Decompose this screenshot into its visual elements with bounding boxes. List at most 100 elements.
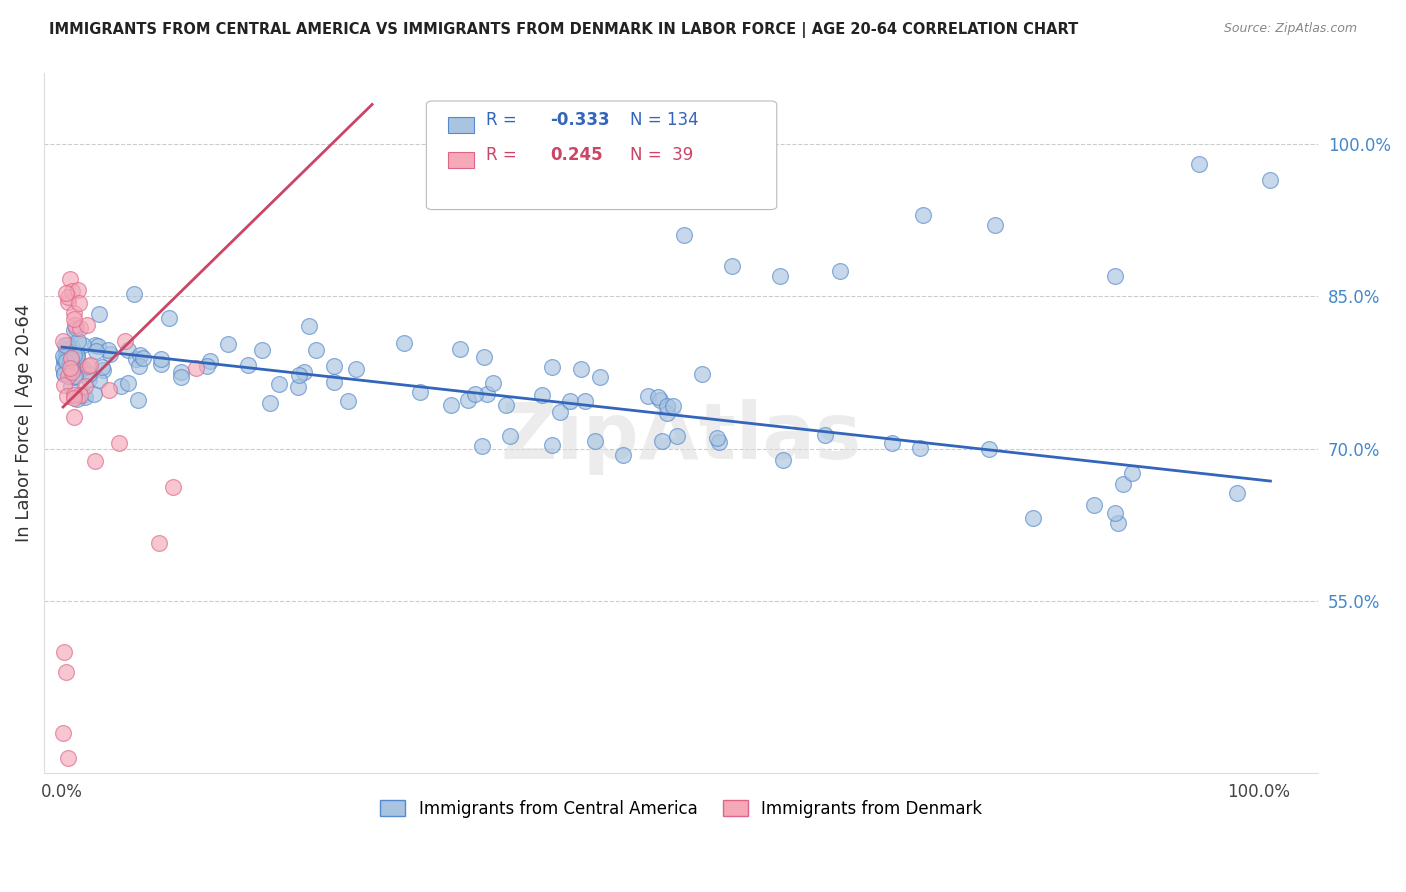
Point xyxy=(55,353,77,368)
Point xyxy=(472,350,495,364)
Point xyxy=(128,348,150,362)
Point xyxy=(651,434,673,448)
Point xyxy=(217,337,239,351)
Point xyxy=(1112,476,1135,491)
Text: Source: ZipAtlas.com: Source: ZipAtlas.com xyxy=(1223,22,1357,36)
Point xyxy=(59,357,82,371)
Point xyxy=(52,726,75,740)
Point xyxy=(574,393,596,408)
Point xyxy=(59,271,82,285)
Point xyxy=(63,369,86,384)
Point xyxy=(110,379,132,393)
Text: R =: R = xyxy=(486,146,527,164)
Point xyxy=(657,406,679,420)
Point xyxy=(56,338,79,352)
Point xyxy=(195,359,218,374)
Point xyxy=(1083,498,1105,512)
Point xyxy=(558,393,581,408)
Point xyxy=(75,390,97,404)
Point xyxy=(59,379,82,393)
Point xyxy=(53,338,76,352)
Point xyxy=(60,363,83,377)
Point xyxy=(666,429,689,443)
Point xyxy=(55,286,77,301)
Point xyxy=(63,306,86,320)
Point xyxy=(76,318,98,332)
Point xyxy=(128,359,150,373)
Point xyxy=(66,353,89,368)
Point xyxy=(114,334,136,349)
Point xyxy=(131,351,153,365)
Point xyxy=(337,394,360,409)
Point xyxy=(1107,516,1129,530)
Point xyxy=(1121,466,1143,480)
Point xyxy=(55,343,77,357)
Point xyxy=(66,349,89,363)
Point xyxy=(482,376,505,390)
Point xyxy=(84,337,107,351)
Point xyxy=(298,319,321,334)
Point xyxy=(60,350,83,364)
Point xyxy=(589,369,612,384)
Point xyxy=(127,393,149,408)
Point xyxy=(569,362,592,376)
Point xyxy=(647,390,669,404)
Point xyxy=(471,439,494,453)
Point xyxy=(53,367,76,381)
Point xyxy=(814,427,837,442)
Point xyxy=(67,284,90,298)
Text: 0.245: 0.245 xyxy=(550,146,603,164)
Text: N = 134: N = 134 xyxy=(630,111,699,129)
Point xyxy=(73,379,96,393)
Point xyxy=(828,264,851,278)
Point xyxy=(673,228,696,243)
Text: ZipAtlas: ZipAtlas xyxy=(501,400,862,475)
Point xyxy=(66,358,89,372)
Point xyxy=(97,343,120,358)
Point xyxy=(107,436,129,450)
Point xyxy=(648,393,671,408)
Point xyxy=(87,339,110,353)
Point xyxy=(236,358,259,372)
Point xyxy=(63,312,86,326)
Point xyxy=(583,434,606,448)
Point xyxy=(323,359,346,373)
Point xyxy=(58,360,80,375)
Point xyxy=(344,362,367,376)
Point xyxy=(1022,510,1045,524)
Point xyxy=(125,351,148,366)
Text: -0.333: -0.333 xyxy=(550,111,610,129)
Point xyxy=(59,351,82,366)
Point xyxy=(1104,268,1126,283)
Point xyxy=(52,353,75,368)
Point xyxy=(65,320,87,334)
Point xyxy=(72,388,94,402)
Point xyxy=(149,351,172,366)
Point xyxy=(267,376,290,391)
Point xyxy=(449,342,471,356)
Point xyxy=(79,359,101,373)
Point xyxy=(72,338,94,352)
Point xyxy=(880,436,903,450)
Point xyxy=(87,373,110,387)
Point xyxy=(60,353,83,368)
Point xyxy=(65,345,87,359)
Point xyxy=(117,376,139,391)
Point xyxy=(56,295,79,310)
Point xyxy=(86,343,108,358)
Point xyxy=(322,376,344,390)
Text: R =: R = xyxy=(486,111,522,129)
Point xyxy=(91,363,114,377)
Point xyxy=(56,368,79,383)
Point xyxy=(1188,157,1211,171)
Point xyxy=(66,392,89,407)
Point xyxy=(56,290,79,304)
Point xyxy=(984,219,1007,233)
Point xyxy=(540,359,562,374)
Point xyxy=(162,480,184,494)
Point xyxy=(721,259,744,273)
FancyBboxPatch shape xyxy=(449,152,474,168)
Point xyxy=(63,323,86,337)
Point xyxy=(979,442,1001,457)
Point xyxy=(690,368,713,382)
